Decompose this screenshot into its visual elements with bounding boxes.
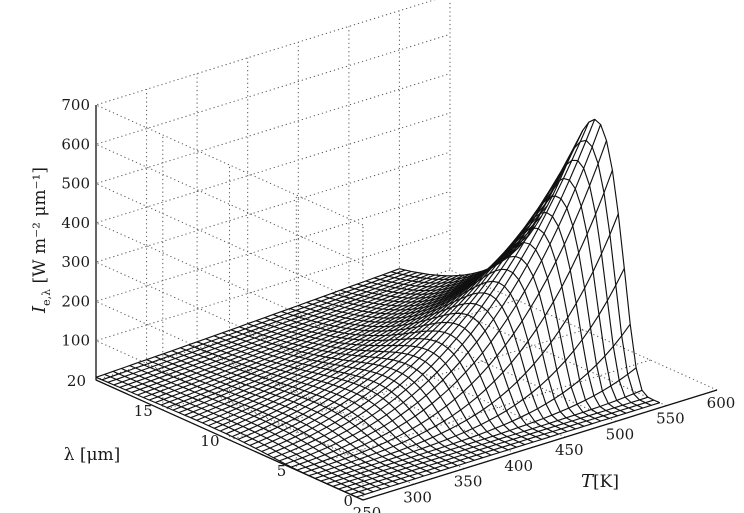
x-gridline (348, 26, 617, 422)
y-gridline (362, 225, 718, 501)
z-axis-label: Ie,λ [W m⁻² μm⁻¹] (29, 167, 53, 314)
z-gridline (94, 0, 436, 226)
mesh-line-temperature (306, 292, 568, 433)
z-tick-label: 400 (61, 214, 90, 232)
x-gridline (449, 0, 718, 391)
x-axis-label: T[K] (581, 471, 619, 492)
mesh-line-temperature (205, 338, 467, 464)
z-tick-label: 700 (61, 96, 90, 114)
mesh-line-temperature (180, 347, 441, 472)
mesh-line-temperature (247, 323, 509, 451)
z-tick-label: 500 (61, 175, 90, 193)
mesh-line-temperature (272, 314, 534, 443)
mesh-line-temperature (390, 139, 652, 406)
mesh-line-temperature (112, 370, 374, 493)
mesh-line-temperature (137, 362, 399, 485)
z-gridline (94, 33, 451, 265)
mesh-line-temperature (104, 373, 366, 495)
mesh-line-temperature (129, 365, 391, 488)
x-gridline (398, 10, 667, 407)
mesh-line-temperature (382, 159, 644, 409)
x-tick-label: 550 (656, 410, 685, 428)
x-tick-label: 250 (353, 504, 382, 513)
x-tick-label: 400 (504, 457, 533, 475)
x-gridline (247, 57, 515, 454)
y-gridline (229, 165, 584, 441)
mesh-line-temperature (121, 367, 382, 490)
mesh-line-temperature (289, 308, 551, 438)
y-tick-label: 5 (277, 462, 287, 480)
mesh-line-temperature (230, 329, 492, 456)
mesh-line-temperature (146, 359, 408, 482)
mesh-line-temperature (331, 255, 593, 425)
mesh-line-temperature (323, 268, 585, 427)
x-gridline (146, 89, 414, 485)
mesh-line-temperature (281, 311, 543, 440)
x-tick-label: 300 (403, 488, 432, 506)
x-tick-label: 500 (606, 425, 635, 443)
mesh-line-temperature (255, 320, 517, 448)
z-gridline (94, 230, 451, 462)
mesh-line-temperature (264, 317, 526, 446)
mesh-line-temperature (196, 341, 458, 467)
mesh-line-lambda (225, 233, 530, 435)
y-tick-label: 15 (134, 402, 153, 420)
z-tick-label: 100 (61, 332, 90, 350)
x-axis-line (362, 389, 718, 501)
x-tick-label: 600 (707, 394, 736, 412)
mesh-line-temperature (340, 241, 602, 422)
z-gridline (94, 112, 451, 344)
mesh-line-temperature (154, 356, 416, 480)
surface-mesh (95, 118, 661, 498)
z-tick-label: 600 (61, 135, 90, 153)
mesh-line-lambda (125, 273, 430, 391)
x-gridline (196, 73, 465, 470)
mesh-line-temperature (314, 280, 576, 430)
mesh-line-lambda (243, 205, 548, 443)
mesh-line-temperature (298, 302, 559, 435)
z-tick-label: 200 (61, 292, 90, 310)
mesh-line-temperature (163, 353, 425, 477)
mesh-line-temperature (365, 195, 627, 414)
mesh-line-temperature (222, 332, 484, 459)
z-gridline (94, 151, 451, 383)
mesh-line-temperature (239, 326, 500, 454)
y-axis-label: λ [μm] (64, 445, 121, 465)
mesh-line-lambda (131, 274, 436, 393)
mesh-line-temperature (188, 344, 450, 469)
mesh-line-temperature (399, 118, 661, 404)
mesh-line-temperature (171, 350, 433, 474)
y-tick-label: 20 (67, 372, 86, 390)
z-tick-label: 300 (61, 253, 90, 271)
x-tick-label: 350 (454, 473, 483, 491)
x-gridline (95, 105, 364, 501)
tick-labels: 1002003004005006007002503003504004505005… (61, 96, 735, 513)
z-gridline (94, 73, 451, 305)
mesh-line-temperature (95, 376, 357, 498)
x-tick-label: 450 (555, 441, 584, 459)
y-tick-label: 0 (343, 492, 353, 510)
mesh-line-lambda (143, 275, 448, 399)
mesh-line-temperature (373, 177, 635, 412)
mesh-line-temperature (213, 335, 475, 461)
y-tick-label: 10 (200, 432, 219, 450)
